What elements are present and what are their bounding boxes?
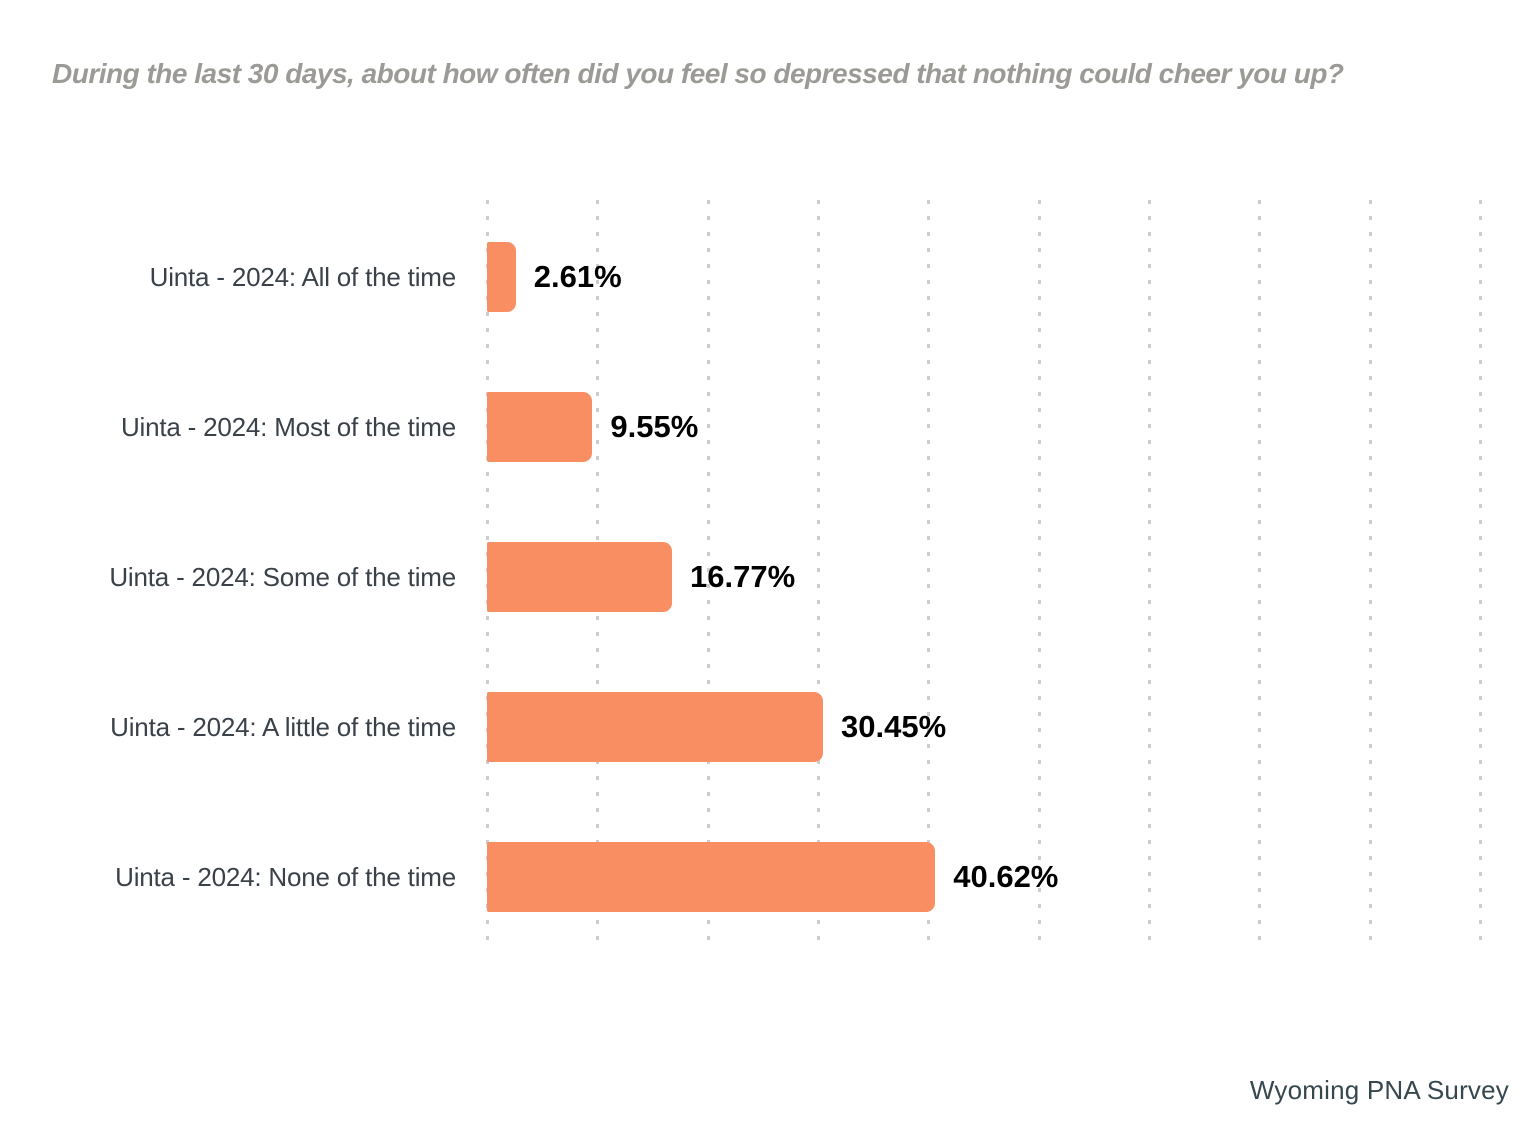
gridline: [1479, 200, 1483, 942]
chart-title: During the last 30 days, about how often…: [52, 58, 1344, 89]
value-label: 16.77%: [690, 559, 796, 594]
gridline: [1368, 200, 1372, 942]
bar: [487, 692, 823, 762]
bar-row: Uinta - 2024: Most of the time 9.55%: [0, 352, 1500, 502]
value-label: 2.61%: [533, 259, 622, 294]
bar-area: 9.55%: [487, 392, 1500, 462]
bar: [487, 392, 593, 462]
category-label: Uinta - 2024: A little of the time: [110, 711, 456, 742]
value-label: 9.55%: [610, 409, 699, 444]
bar: [487, 842, 936, 912]
bar-row: Uinta - 2024: A little of the time 30.45…: [0, 652, 1500, 802]
bar: [487, 542, 673, 612]
bar-area: 2.61%: [487, 242, 1500, 312]
category-label: Uinta - 2024: None of the time: [115, 861, 456, 892]
gridline: [927, 200, 931, 942]
gridline: [1037, 200, 1041, 942]
bar-area: 16.77%: [487, 542, 1500, 612]
category-label: Uinta - 2024: Most of the time: [120, 411, 456, 442]
source-caption: Wyoming PNA Survey: [1249, 1075, 1509, 1105]
gridline: [706, 200, 710, 942]
bar-row: Uinta - 2024: None of the time 40.62%: [0, 802, 1500, 952]
bar: [487, 242, 516, 312]
gridline: [817, 200, 821, 942]
value-label: 40.62%: [953, 859, 1059, 894]
bar-rows: Uinta - 2024: All of the time 2.61% Uint…: [0, 202, 1500, 952]
bar-row: Uinta - 2024: Some of the time 16.77%: [0, 502, 1500, 652]
category-label: Uinta - 2024: All of the time: [149, 261, 457, 292]
bar-area: 40.62%: [487, 842, 1500, 912]
gridline: [1258, 200, 1262, 942]
value-label: 30.45%: [841, 709, 947, 744]
gridline: [1148, 200, 1152, 942]
category-label: Uinta - 2024: Some of the time: [109, 561, 456, 592]
bar-row: Uinta - 2024: All of the time 2.61%: [0, 202, 1500, 352]
bar-area: 30.45%: [487, 692, 1500, 762]
